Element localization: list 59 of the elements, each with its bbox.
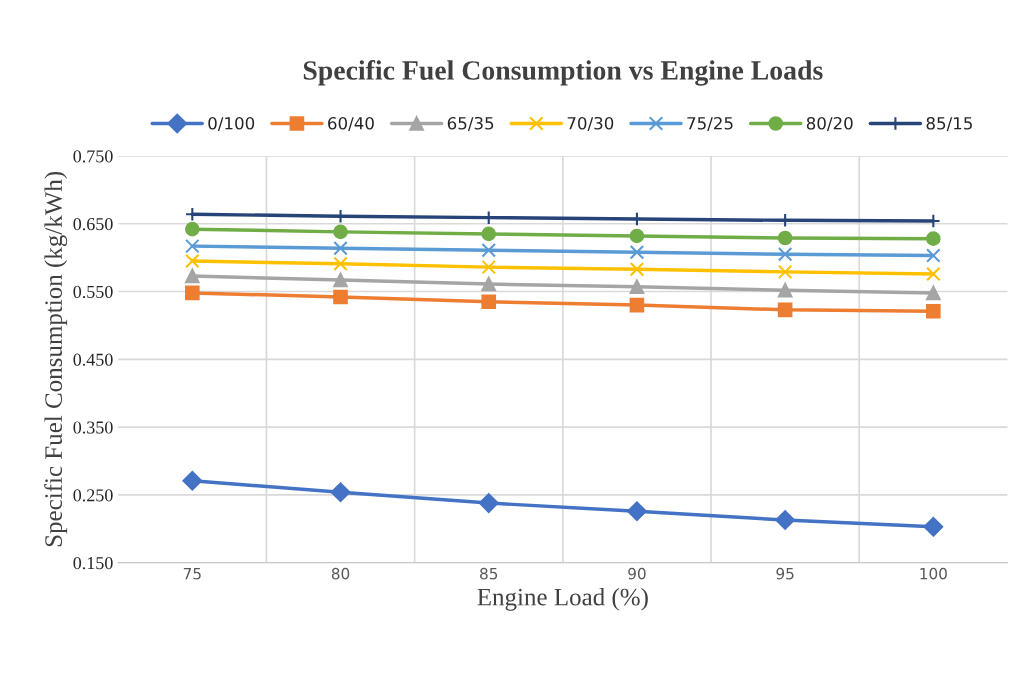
x-tick-label: 95 — [776, 567, 794, 580]
point — [185, 221, 200, 237]
point — [481, 226, 497, 242]
y-tick-label: 0.150 — [73, 557, 113, 570]
legend-label: 65/35 — [447, 116, 494, 131]
point — [629, 279, 645, 295]
point — [481, 259, 497, 275]
x-axis-title: Engine Load (%) — [477, 587, 648, 611]
point — [478, 493, 499, 513]
point — [926, 266, 941, 282]
point — [333, 224, 348, 240]
x-tick-label: 85 — [480, 567, 498, 580]
point — [926, 285, 941, 301]
point — [627, 501, 647, 522]
y-axis-title: Specific Fuel Consumption (kg/kWh) — [44, 171, 68, 547]
point — [481, 276, 497, 292]
y-tick-label: 0.450 — [73, 353, 113, 366]
point — [333, 240, 348, 256]
x-tick-label: 100 — [920, 567, 947, 580]
point — [926, 231, 941, 246]
legend-label: 0/100 — [208, 116, 255, 131]
point — [777, 230, 793, 246]
point — [777, 302, 793, 318]
point — [923, 516, 944, 537]
point — [777, 282, 793, 298]
point — [775, 510, 796, 530]
point — [629, 228, 645, 244]
y-tick-label: 0.650 — [73, 218, 113, 231]
legend-label: 60/40 — [328, 116, 374, 131]
point — [185, 238, 200, 254]
y-tick-label: 0.250 — [73, 489, 113, 502]
legend-label: 80/20 — [806, 116, 853, 131]
x-tick-label: 90 — [628, 567, 646, 580]
x-tick-label: 80 — [331, 567, 350, 580]
x-tick-label: 75 — [183, 568, 201, 580]
point — [777, 264, 793, 280]
y-tick-label: 0.350 — [73, 421, 113, 434]
point — [185, 268, 200, 284]
point — [330, 482, 351, 503]
point — [629, 297, 645, 313]
legend-label: 85/15 — [926, 116, 972, 131]
point — [481, 294, 497, 309]
point — [333, 272, 348, 288]
point — [629, 244, 645, 260]
point — [185, 253, 200, 269]
legend-label: 75/25 — [687, 116, 733, 131]
point — [629, 261, 645, 277]
y-tick-label: 0.750 — [73, 150, 113, 163]
y-tick-label: 0.550 — [73, 285, 113, 299]
point — [777, 246, 793, 262]
chart-title: Specific Fuel Consumption vs Engine Loads — [303, 59, 823, 86]
point — [333, 256, 348, 272]
point — [182, 470, 203, 491]
legend-label: 70/30 — [567, 116, 614, 131]
point — [185, 285, 200, 301]
point — [333, 289, 348, 305]
point — [926, 248, 941, 263]
point — [481, 242, 497, 258]
point — [926, 303, 941, 319]
